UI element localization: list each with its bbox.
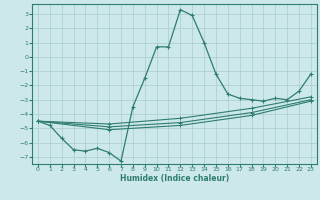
X-axis label: Humidex (Indice chaleur): Humidex (Indice chaleur) [120, 174, 229, 183]
